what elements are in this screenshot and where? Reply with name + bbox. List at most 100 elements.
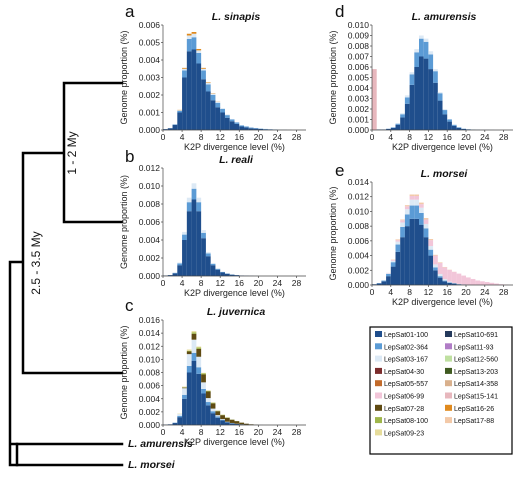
bar-segment (191, 352, 197, 361)
bar-segment (442, 114, 448, 130)
bar-segment (498, 284, 504, 285)
bar-segment (196, 348, 202, 357)
bar-segment (186, 33, 192, 36)
bar-segment (205, 91, 211, 130)
x-tick-label: 20 (461, 287, 471, 297)
y-tick-label: 0.008 (348, 41, 370, 51)
bar-segment (229, 274, 235, 276)
bar-segment (447, 121, 452, 130)
bar-segment (177, 415, 183, 418)
bar-segment (220, 112, 225, 130)
bar-segment (224, 117, 230, 130)
bar-segment (423, 58, 429, 130)
bar-segment (201, 393, 206, 425)
bar-segment (201, 67, 206, 69)
bar-segment (205, 82, 211, 85)
bar-segment (395, 124, 401, 130)
x-axis-label: K2P divergence level (%) (392, 297, 493, 307)
bar-segment (390, 260, 396, 263)
legend-swatch (375, 367, 382, 374)
bar-segment (437, 276, 443, 278)
x-tick-label: 4 (388, 132, 393, 142)
bar-segment (414, 52, 419, 67)
y-tick-label: 0.004 (139, 235, 161, 245)
bar-segment (395, 251, 401, 285)
bar-segment (419, 38, 424, 57)
legend-swatch (445, 367, 452, 374)
x-tick-label: 8 (199, 132, 204, 142)
y-tick-label: 0.002 (348, 104, 370, 114)
bar-segment (442, 281, 448, 285)
bar-segment (215, 410, 221, 412)
y-tick-label: 0.012 (348, 192, 370, 202)
legend-label: LepSat09-23 (384, 430, 424, 437)
bar-segment (433, 82, 438, 130)
bar-segment (205, 398, 211, 403)
x-tick-label: 20 (254, 427, 264, 437)
bar-segment (248, 424, 254, 425)
bar-segment (400, 220, 405, 223)
legend-swatch (445, 331, 452, 337)
bar-segment (451, 283, 457, 285)
bar-segment (248, 128, 254, 130)
y-tick-label: 0.008 (348, 221, 370, 231)
x-tick-label: 4 (180, 427, 185, 437)
y-tick-label: 0.002 (139, 90, 161, 100)
x-axis-label: K2P divergence level (%) (184, 142, 285, 152)
taxon-label-amurensis: L. amurensis (128, 438, 193, 450)
bar-segment (404, 97, 410, 104)
y-tick-label: 0.010 (348, 20, 370, 30)
x-tick-label: 8 (199, 427, 204, 437)
bar-segment (205, 82, 211, 83)
bar-segment (172, 273, 178, 276)
y-tick-label: 0.000 (348, 280, 370, 290)
y-tick-label: 0.003 (348, 94, 370, 104)
bar-segment (419, 56, 424, 130)
bar-segment (205, 256, 211, 276)
bar-segment (461, 275, 466, 285)
bar-segment (182, 70, 187, 78)
bar-segment (182, 68, 187, 71)
bar-segment (414, 218, 419, 285)
bar-segment (386, 273, 391, 277)
bar-segment (419, 204, 424, 208)
y-tick-label: 0.012 (139, 163, 161, 173)
bar-segment (220, 420, 225, 425)
bar-segment (229, 423, 235, 425)
bar-segment (177, 262, 183, 264)
y-tick-label: 0.002 (348, 265, 370, 275)
x-axis-label: K2P divergence level (%) (184, 437, 285, 447)
bar-segment (414, 199, 419, 206)
legend-label: LepSat10-691 (454, 332, 498, 339)
bar-segment (196, 211, 202, 276)
bar-segment (215, 416, 221, 418)
y-tick-label: 0.006 (139, 217, 161, 227)
x-tick-label: 0 (161, 278, 166, 288)
bar-segment (177, 265, 183, 276)
bar-segment (404, 95, 410, 98)
bar-segment (201, 79, 206, 130)
legend-label: LepSat15-141 (454, 394, 498, 401)
bar-segment (428, 249, 434, 256)
bar-segment (196, 63, 202, 130)
bar-segment (220, 272, 225, 276)
bar-segment (400, 226, 405, 238)
y-tick-label: 0.001 (139, 108, 161, 118)
panel-letter: c (125, 296, 134, 315)
bar-segment (419, 202, 424, 205)
bar-segment (404, 209, 410, 215)
bar-segment (196, 50, 202, 53)
bar-segment (489, 282, 495, 285)
x-tick-label: 16 (442, 132, 452, 142)
legend: LepSat01-100 LepSat10-691 LepSat02-364 LepS… (369, 326, 513, 455)
bar-segment (419, 207, 424, 213)
bar-segment (409, 199, 415, 206)
bar-segment (244, 423, 249, 425)
legend-swatch (445, 417, 452, 424)
bar-segment (210, 95, 216, 101)
y-tick-label: 0.004 (348, 83, 370, 93)
bar-segment (196, 202, 202, 212)
bar-segment (409, 218, 415, 285)
bar-segment (456, 273, 462, 284)
